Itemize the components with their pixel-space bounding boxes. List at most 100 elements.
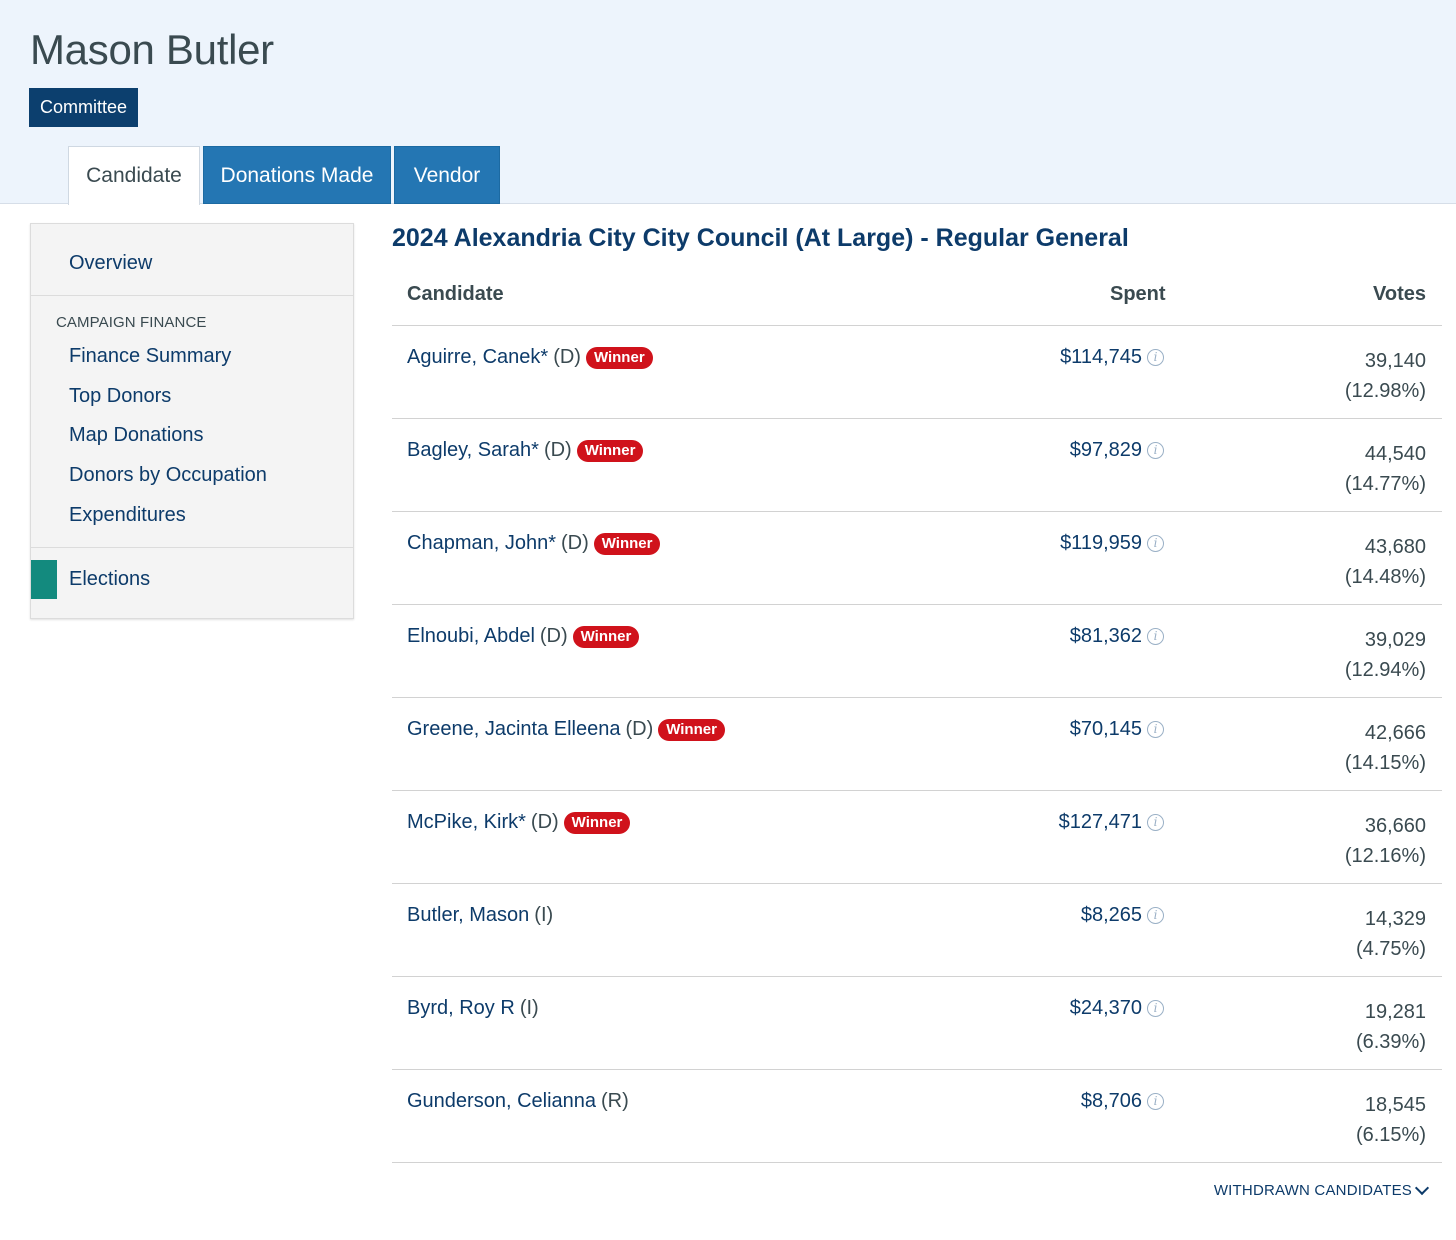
spent-amount[interactable]: $8,265 i <box>1081 904 1164 927</box>
sidebar-item-donors-by-occupation[interactable]: Donors by Occupation <box>69 464 267 486</box>
table-row: Greene, Jacinta Elleena (D) Winner $70,145 i… <box>392 698 1442 791</box>
spent-value[interactable]: $97,829 <box>1069 439 1142 461</box>
candidate-name[interactable]: Chapman, John* <box>407 532 556 554</box>
winner-badge: Winner <box>576 439 644 462</box>
vote-count: 44,540 <box>1364 443 1426 465</box>
table-row: Elnoubi, Abdel (D) Winner $81,362 i 39,029 (12… <box>392 605 1442 698</box>
table-row: Gunderson, Celianna (R) $8,706 i 18,545 (6.15… <box>392 1070 1442 1163</box>
winner-badge: Winner <box>585 346 653 369</box>
candidate-link[interactable]: Gunderson, Celianna (R) <box>407 1090 629 1113</box>
spent-amount[interactable]: $114,745 i <box>1060 346 1164 369</box>
vote-percent: (4.75%) <box>1355 938 1426 960</box>
sidebar-nav: Overview CAMPAIGN FINANCE Finance Summar… <box>30 223 354 619</box>
party-label: (I) <box>519 997 539 1019</box>
vote-count: 39,029 <box>1364 629 1426 651</box>
sidebar-item-finance-summary[interactable]: Finance Summary <box>69 345 232 367</box>
spent-value[interactable]: $119,959 <box>1060 532 1142 554</box>
spent-amount[interactable]: $24,370 i <box>1070 997 1164 1020</box>
column-header-candidate[interactable]: Candidate <box>407 283 504 305</box>
vote-percent: (6.15%) <box>1355 1124 1426 1146</box>
spent-amount[interactable]: $81,362 i <box>1070 625 1164 648</box>
candidate-link[interactable]: Aguirre, Canek* (D) Winner <box>407 346 653 369</box>
chevron-down-icon <box>1414 1180 1430 1195</box>
page-title: Mason Butler <box>30 26 274 73</box>
info-icon[interactable]: i <box>1147 1093 1164 1110</box>
spent-value[interactable]: $70,145 <box>1069 718 1142 740</box>
vote-count: 43,680 <box>1364 536 1426 558</box>
vote-percent: (14.77%) <box>1344 473 1426 495</box>
table-row: Bagley, Sarah* (D) Winner $97,829 i 44,540 (14… <box>392 419 1442 512</box>
candidate-name[interactable]: Byrd, Roy R <box>407 997 515 1019</box>
info-icon[interactable]: i <box>1147 349 1164 366</box>
sidebar-item-top-donors[interactable]: Top Donors <box>69 385 172 407</box>
candidate-link[interactable]: Greene, Jacinta Elleena (D) Winner <box>407 718 725 741</box>
column-header-votes[interactable]: Votes <box>1373 283 1426 305</box>
tab-candidate[interactable]: Candidate <box>68 146 200 205</box>
sidebar-item-elections[interactable]: Elections <box>69 568 151 590</box>
info-icon[interactable]: i <box>1147 1000 1164 1017</box>
spent-amount[interactable]: $8,706 i <box>1081 1090 1164 1113</box>
candidate-link[interactable]: Butler, Mason (I) <box>407 904 553 927</box>
vote-percent: (12.94%) <box>1344 659 1426 681</box>
info-icon[interactable]: i <box>1147 628 1164 645</box>
spent-value[interactable]: $8,265 <box>1080 904 1142 926</box>
spent-value[interactable]: $8,706 <box>1080 1090 1142 1112</box>
spent-amount[interactable]: $70,145 i <box>1070 718 1164 741</box>
info-icon[interactable]: i <box>1147 814 1164 831</box>
vote-count: 36,660 <box>1364 815 1426 837</box>
spent-amount[interactable]: $97,829 i <box>1070 439 1164 462</box>
vote-count: 18,545 <box>1364 1094 1426 1116</box>
candidate-name[interactable]: Gunderson, Celianna <box>407 1090 597 1112</box>
candidate-link[interactable]: Elnoubi, Abdel (D) Winner <box>407 625 640 648</box>
candidate-name[interactable]: Aguirre, Canek* <box>407 346 549 368</box>
votes-cell: 39,140 (12.98%) <box>1345 346 1426 406</box>
sidebar-section-campaign-finance: CAMPAIGN FINANCE <box>56 314 207 331</box>
votes-cell: 14,329 (4.75%) <box>1356 904 1426 964</box>
info-icon[interactable]: i <box>1147 535 1164 552</box>
info-icon[interactable]: i <box>1147 907 1164 924</box>
candidate-name[interactable]: McPike, Kirk* <box>407 811 526 833</box>
table-row: Chapman, John* (D) Winner $119,959 i 43,680 (1… <box>392 512 1442 605</box>
party-label: (I) <box>534 904 554 926</box>
table-row: Butler, Mason (I) $8,265 i 14,329 (4.75%) <box>392 884 1442 977</box>
page-header: Mason Butler Committee Candidate Donatio… <box>0 0 1456 205</box>
candidate-name[interactable]: Butler, Mason <box>407 904 530 926</box>
sidebar-item-overview[interactable]: Overview <box>69 252 153 274</box>
table-row: Aguirre, Canek* (D) Winner $114,745 i 39,140 (… <box>392 326 1442 419</box>
candidate-link[interactable]: Bagley, Sarah* (D) Winner <box>407 439 644 462</box>
candidate-name[interactable]: Elnoubi, Abdel <box>407 625 535 647</box>
spent-value[interactable]: $81,362 <box>1069 625 1142 647</box>
table-header-divider <box>392 325 1442 326</box>
candidate-name[interactable]: Bagley, Sarah* <box>407 439 539 461</box>
vote-percent: (14.48%) <box>1344 566 1426 588</box>
vote-percent: (12.16%) <box>1344 845 1426 867</box>
column-header-spent[interactable]: Spent <box>1110 283 1166 305</box>
withdrawn-candidates-toggle[interactable]: WITHDRAWN CANDIDATES <box>1214 1180 1430 1199</box>
sidebar-divider <box>31 295 353 296</box>
candidate-link[interactable]: Byrd, Roy R (I) <box>407 997 539 1020</box>
tab-vendor[interactable]: Vendor <box>394 146 500 204</box>
spent-value[interactable]: $24,370 <box>1069 997 1142 1019</box>
winner-badge: Winner <box>572 625 640 648</box>
vote-count: 14,329 <box>1364 908 1426 930</box>
votes-cell: 36,660 (12.16%) <box>1345 811 1426 871</box>
candidate-link[interactable]: Chapman, John* (D) Winner <box>407 532 661 555</box>
votes-cell: 19,281 (6.39%) <box>1356 997 1426 1057</box>
election-title: 2024 Alexandria City City Council (At La… <box>392 224 1129 252</box>
sidebar-item-expenditures[interactable]: Expenditures <box>69 504 186 526</box>
vote-percent: (12.98%) <box>1344 380 1426 402</box>
tab-donations-made[interactable]: Donations Made <box>203 146 391 204</box>
sidebar-item-map-donations[interactable]: Map Donations <box>69 424 204 446</box>
spent-value[interactable]: $114,745 <box>1060 346 1142 368</box>
candidate-link[interactable]: McPike, Kirk* (D) Winner <box>407 811 631 834</box>
spent-amount[interactable]: $119,959 i <box>1060 532 1164 555</box>
winner-badge: Winner <box>593 532 661 555</box>
info-icon[interactable]: i <box>1147 721 1164 738</box>
candidate-name[interactable]: Greene, Jacinta Elleena <box>407 718 621 740</box>
spent-value[interactable]: $127,471 <box>1058 811 1142 833</box>
party-label: (D) <box>543 439 572 461</box>
active-item-marker <box>31 560 57 599</box>
spent-amount[interactable]: $127,471 i <box>1059 811 1164 834</box>
info-icon[interactable]: i <box>1147 442 1164 459</box>
winner-badge: Winner <box>658 718 725 741</box>
